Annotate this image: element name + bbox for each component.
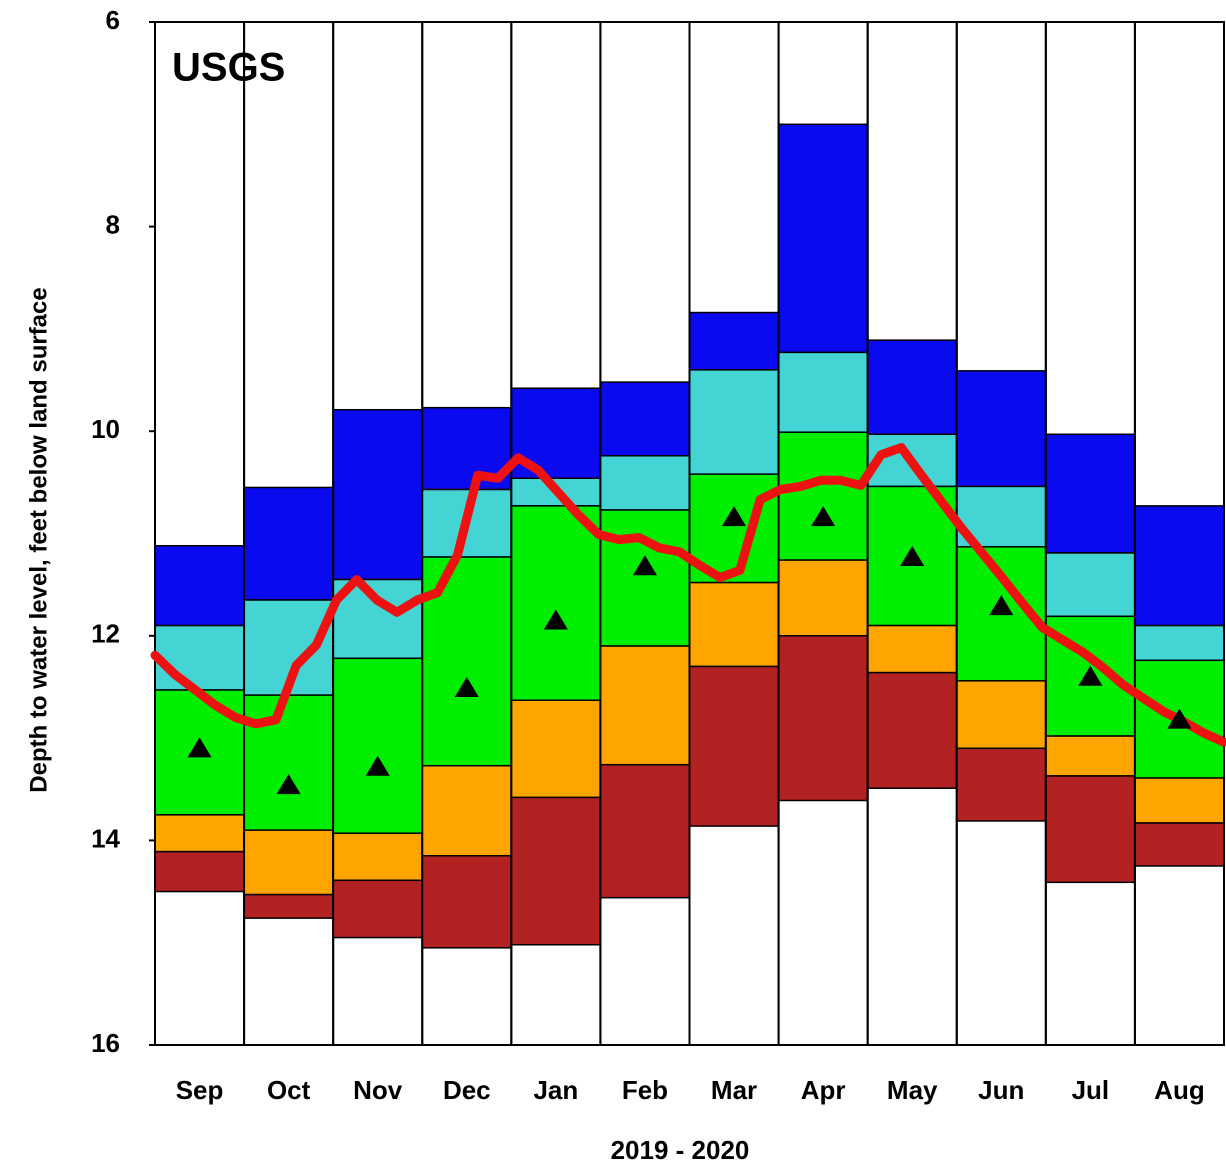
percentile-band <box>1045 735 1136 777</box>
percentile-band <box>777 431 869 561</box>
x-tick-label: Jan <box>533 1075 578 1105</box>
percentile-band <box>688 311 780 371</box>
percentile-band <box>1134 624 1225 662</box>
percentile-band <box>599 645 691 766</box>
percentile-band <box>1134 822 1225 867</box>
percentile-band <box>599 455 691 511</box>
y-axis-label: Depth to water level, feet below land su… <box>25 287 52 792</box>
x-tick-label: Jul <box>1072 1075 1110 1105</box>
percentile-band <box>599 381 691 457</box>
percentile-band <box>332 879 423 939</box>
percentile-band <box>599 509 691 647</box>
median-marker <box>632 555 657 576</box>
percentile-band <box>421 854 513 949</box>
percentile-band <box>510 796 602 946</box>
percentile-band <box>956 370 1047 488</box>
percentile-band <box>332 832 423 882</box>
percentile-band <box>332 657 423 834</box>
percentile-band <box>777 559 869 637</box>
y-tick-label: 12 <box>91 619 120 649</box>
y-tick-label: 8 <box>106 209 120 239</box>
month-column <box>1133 21 1225 1046</box>
percentile-band <box>1134 505 1225 627</box>
percentile-band <box>777 351 869 433</box>
water-level-line <box>150 443 1226 747</box>
percentile-band <box>421 764 513 857</box>
percentile-band <box>866 624 958 674</box>
percentile-band <box>510 699 602 799</box>
median-marker <box>811 506 836 527</box>
median-marker <box>187 737 212 758</box>
percentile-band <box>154 624 245 691</box>
x-tick-label: Jun <box>978 1075 1024 1105</box>
median-marker <box>1078 665 1103 686</box>
percentile-band <box>154 850 245 893</box>
median-marker <box>722 506 747 527</box>
x-tick-label: Apr <box>801 1075 846 1105</box>
percentile-band <box>866 671 958 789</box>
percentile-band <box>154 545 245 627</box>
percentile-band <box>1045 552 1136 618</box>
percentile-band <box>154 814 245 853</box>
x-tick-label: Oct <box>267 1075 311 1105</box>
x-tick-label: Dec <box>443 1075 491 1105</box>
percentile-band <box>777 123 869 354</box>
percentile-band <box>243 829 334 896</box>
percentile-band <box>688 665 780 827</box>
x-tick-label: Sep <box>176 1075 224 1105</box>
percentile-band <box>1045 775 1136 884</box>
median-marker <box>276 774 301 795</box>
x-tick-label: Mar <box>711 1075 757 1105</box>
percentile-band <box>956 747 1047 822</box>
y-tick-label: 14 <box>91 823 120 853</box>
x-tick-label: Nov <box>353 1075 403 1105</box>
percentile-band <box>599 763 691 899</box>
percentile-band <box>243 893 334 919</box>
median-marker <box>1167 708 1192 729</box>
median-marker <box>989 595 1014 616</box>
percentile-band <box>688 369 780 475</box>
median-marker <box>365 755 390 776</box>
y-tick-label: 16 <box>91 1028 120 1058</box>
median-marker <box>454 676 479 697</box>
x-axis-label: 2019 - 2020 <box>611 1135 750 1165</box>
percentile-band <box>866 339 958 436</box>
y-tick-label: 6 <box>106 5 120 35</box>
annotation: USGS <box>172 46 285 90</box>
percentile-band <box>510 505 602 701</box>
x-tick-label: Aug <box>1154 1075 1205 1105</box>
y-tick-label: 10 <box>91 414 120 444</box>
percentile-band <box>777 635 869 802</box>
percentile-band <box>1134 777 1225 824</box>
percentile-band <box>1045 433 1136 554</box>
median-marker <box>543 609 568 630</box>
percentile-band <box>243 694 334 831</box>
percentile-band <box>332 408 423 581</box>
percentile-band <box>956 680 1047 750</box>
percentile-band <box>688 581 780 668</box>
x-tick-label: May <box>887 1075 938 1105</box>
x-tick-label: Feb <box>622 1075 668 1105</box>
percentile-band <box>243 486 334 601</box>
median-marker <box>900 546 925 567</box>
